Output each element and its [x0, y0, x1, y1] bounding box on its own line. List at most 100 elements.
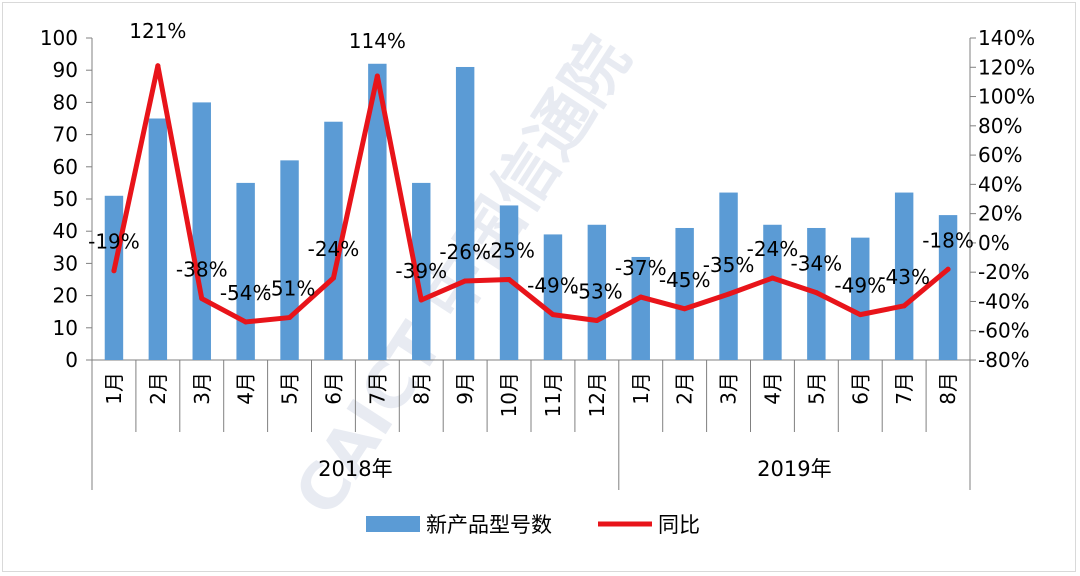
line-point [462, 278, 468, 284]
data-label: -24% [308, 237, 360, 261]
y-right-tick-label: 0% [978, 231, 1010, 255]
x-tick-label: 12月 [585, 372, 609, 417]
line-point [857, 312, 863, 318]
y-right-tick-label: 120% [978, 55, 1035, 79]
line-path [111, 63, 951, 325]
bar [148, 118, 168, 360]
bar [192, 102, 211, 361]
legend: 新产品型号数 同比 [366, 513, 700, 537]
x-group-label: 2018年 [318, 457, 392, 481]
data-label: -53% [571, 279, 623, 303]
y-left-tick-label: 30 [53, 251, 78, 275]
bar [455, 66, 475, 360]
bar [938, 215, 958, 360]
data-labels: -19% 121% -38%-54%-51% -24% 114% -39%-26%-25%… [88, 19, 974, 305]
x-tick-label: 3月 [717, 372, 741, 405]
y-right-tick-label: 20% [978, 202, 1022, 226]
line-point [330, 275, 336, 281]
line-point [726, 291, 732, 297]
y-right-tick-label: 40% [978, 172, 1022, 196]
line-point [594, 317, 600, 323]
y-right-tick-label: 140% [978, 26, 1035, 50]
y-right-tick-label: 80% [978, 114, 1022, 138]
x-tick-label: 5月 [278, 372, 302, 405]
legend-bar-label: 新产品型号数 [426, 513, 552, 537]
line-point [550, 312, 556, 318]
data-label: -34% [791, 252, 843, 276]
bar [675, 227, 694, 360]
y-right-tick-label: 100% [978, 85, 1035, 109]
data-label: -49% [527, 274, 579, 298]
x-tick-label: 2月 [146, 372, 170, 405]
data-label: 121% [129, 19, 186, 43]
y-left-tick-label: 40 [53, 219, 78, 243]
data-label: -25% [483, 239, 535, 263]
bar [324, 121, 343, 360]
x-tick-label: 8月 [936, 372, 960, 405]
line-series [111, 63, 951, 325]
y-right-tick-label: -60% [978, 319, 1030, 343]
x-tick-label: 1月 [102, 372, 126, 405]
y-left-tick-label: 0 [65, 348, 78, 372]
y-left-tick-label: 50 [53, 187, 78, 211]
data-label: -35% [703, 253, 755, 277]
y-right-tick-label: 60% [978, 143, 1022, 167]
y-right-tick-label: -20% [978, 260, 1030, 284]
bar [412, 182, 431, 360]
y-left-tick-label: 100 [40, 26, 78, 50]
data-label: -45% [659, 268, 711, 292]
data-label: -43% [878, 265, 930, 289]
bar [499, 205, 519, 360]
data-label: -37% [615, 256, 667, 280]
data-label: -54% [220, 281, 272, 305]
line-point [638, 294, 644, 300]
line-point [287, 315, 293, 321]
bar [587, 224, 607, 360]
line-point [155, 63, 161, 69]
x-tick-label: 7月 [365, 372, 389, 405]
y-left-tick-label: 60 [53, 155, 78, 179]
data-label: -26% [439, 240, 491, 264]
bar [631, 256, 650, 360]
bar [104, 195, 124, 360]
line-point [243, 319, 249, 325]
data-label: 114% [349, 29, 406, 53]
data-label: -24% [747, 237, 799, 261]
y-left-tick-label: 80 [53, 90, 78, 114]
data-label: -51% [264, 277, 316, 301]
x-tick-label: 8月 [409, 372, 433, 405]
bar [763, 224, 782, 360]
bar [894, 192, 914, 360]
bar-series [104, 63, 958, 361]
line-point [682, 306, 688, 312]
line-point [374, 73, 380, 79]
bar [851, 237, 870, 360]
y-left-tick-label: 10 [53, 316, 78, 340]
y-left-tick-label: 70 [53, 123, 78, 147]
bar [719, 192, 738, 360]
data-label: -39% [395, 259, 447, 283]
y-right-tick-label: -80% [978, 348, 1030, 372]
x-tick-label: 7月 [892, 372, 916, 405]
legend-bar-swatch [366, 516, 420, 532]
line-point [901, 303, 907, 309]
line-point [199, 296, 205, 302]
line-point [769, 275, 775, 281]
data-label: -18% [922, 228, 974, 252]
x-tick-label: 4月 [760, 372, 784, 405]
data-label: -38% [176, 258, 228, 282]
y-left-tick-label: 20 [53, 284, 78, 308]
line-point [506, 277, 512, 282]
data-label: -49% [834, 274, 886, 298]
x-tick-label: 3月 [190, 372, 214, 405]
x-tick-label: 6月 [848, 372, 872, 405]
line-point [945, 266, 951, 272]
line-point [111, 268, 117, 274]
x-tick-label: 1月 [629, 372, 653, 405]
y-right-tick-label: -40% [978, 289, 1030, 313]
x-tick-label: 2月 [673, 372, 697, 405]
x-tick-label: 10月 [497, 372, 521, 417]
y-left-tick-label: 90 [53, 58, 78, 82]
line-point [418, 297, 424, 303]
